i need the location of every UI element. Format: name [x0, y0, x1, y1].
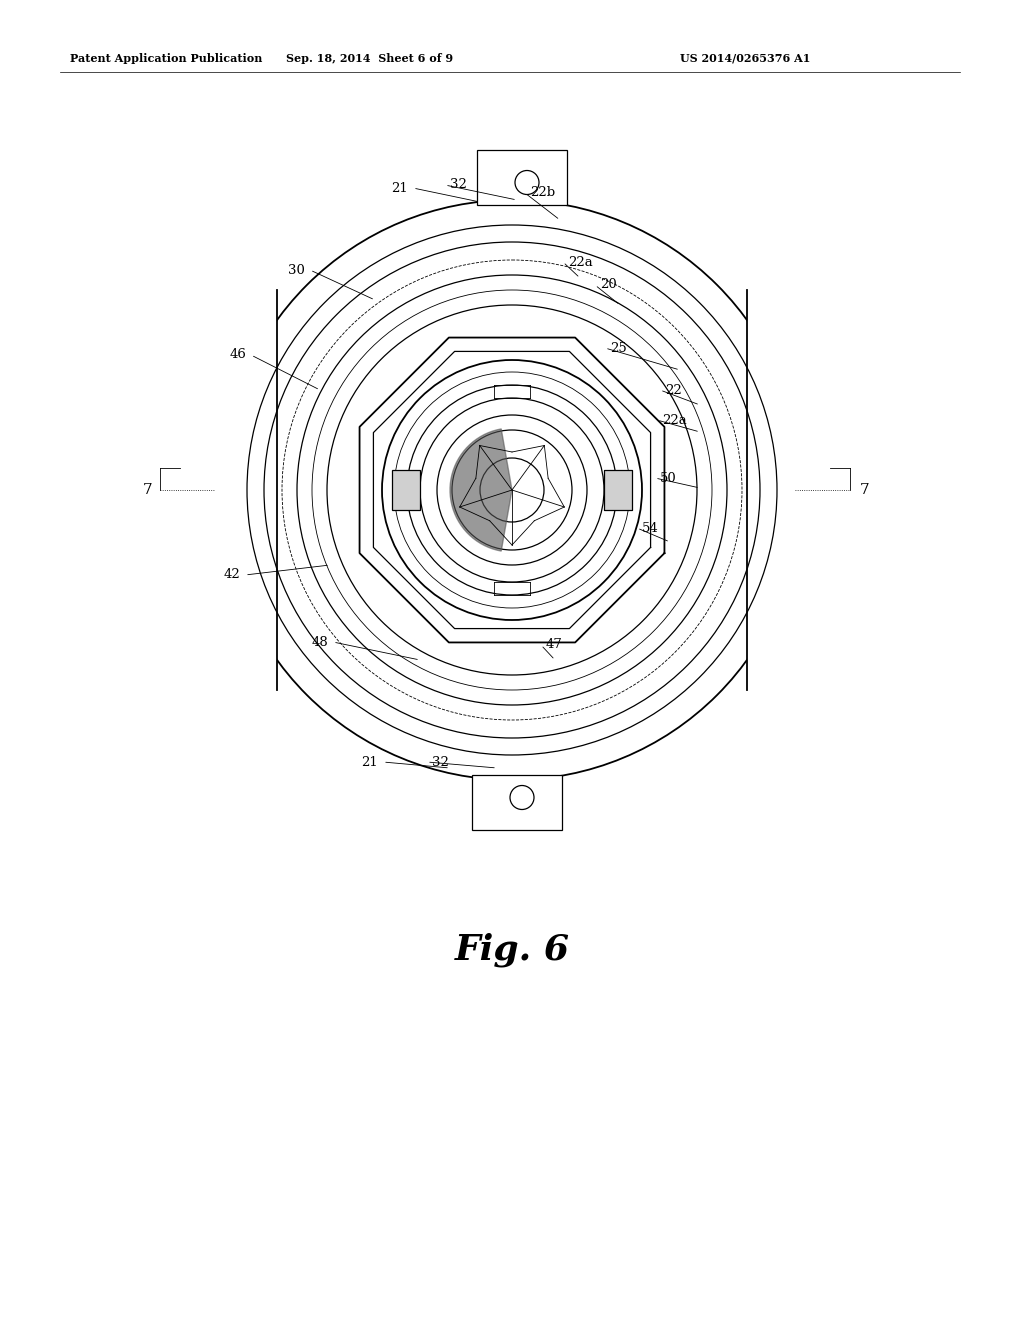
- Polygon shape: [450, 429, 512, 550]
- Text: 46: 46: [229, 348, 246, 362]
- Text: 7: 7: [143, 483, 153, 498]
- Text: 30: 30: [288, 264, 305, 276]
- Bar: [212, 290, 278, 690]
- Text: 20: 20: [600, 279, 616, 292]
- Text: 21: 21: [361, 755, 378, 768]
- Bar: [477, 150, 567, 205]
- Text: 42: 42: [223, 569, 240, 582]
- Bar: [392, 470, 420, 510]
- Text: Sep. 18, 2014  Sheet 6 of 9: Sep. 18, 2014 Sheet 6 of 9: [287, 53, 454, 63]
- Text: 22a: 22a: [568, 256, 593, 268]
- Text: 7: 7: [860, 483, 869, 498]
- Circle shape: [407, 385, 617, 595]
- Text: 22b: 22b: [530, 186, 555, 199]
- Text: 32: 32: [450, 178, 467, 191]
- Circle shape: [510, 785, 534, 809]
- Text: 22a: 22a: [662, 413, 687, 426]
- Circle shape: [382, 360, 642, 620]
- Bar: [746, 290, 812, 690]
- Text: 22: 22: [665, 384, 682, 396]
- Circle shape: [515, 170, 539, 194]
- Text: 32: 32: [432, 755, 449, 768]
- Circle shape: [437, 414, 587, 565]
- Text: 50: 50: [660, 471, 677, 484]
- Text: 25: 25: [610, 342, 627, 355]
- Bar: [604, 470, 632, 510]
- Text: US 2014/0265376 A1: US 2014/0265376 A1: [680, 53, 810, 63]
- Circle shape: [480, 458, 544, 521]
- Bar: [472, 775, 562, 830]
- Text: 47: 47: [546, 639, 563, 652]
- Text: Patent Application Publication: Patent Application Publication: [70, 53, 262, 63]
- Text: 54: 54: [642, 521, 658, 535]
- Text: 48: 48: [311, 635, 328, 648]
- Text: Fig. 6: Fig. 6: [455, 933, 569, 968]
- Circle shape: [222, 201, 802, 780]
- Text: 21: 21: [391, 181, 408, 194]
